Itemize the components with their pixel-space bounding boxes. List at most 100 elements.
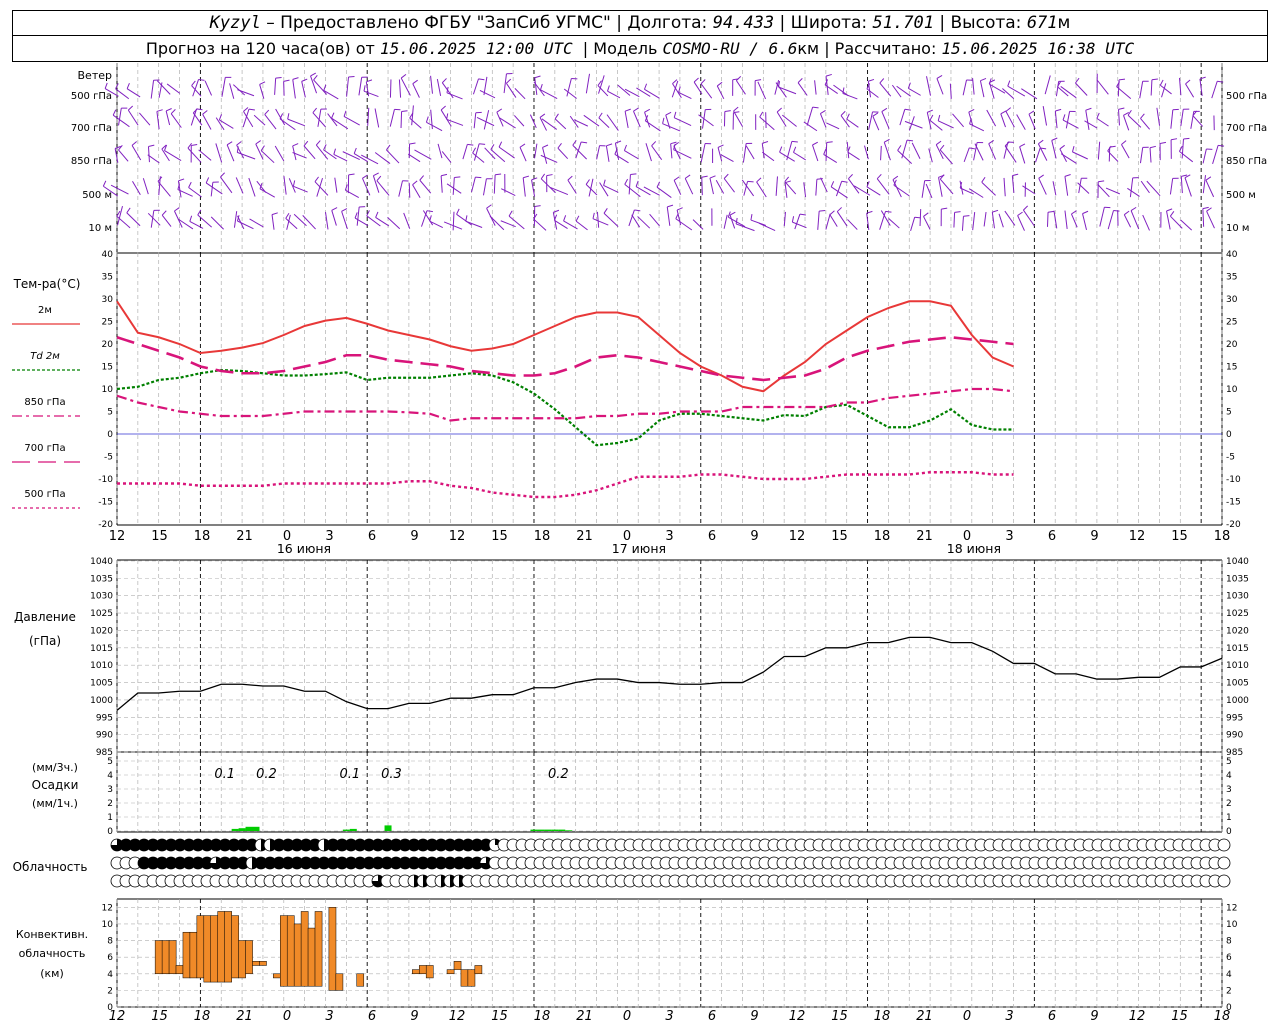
model-label: Модель [593,39,658,58]
wind-barb [400,77,411,96]
wind-barb-feather [164,144,168,151]
wind-barb-feather [1028,110,1035,115]
wind-barb [333,153,348,162]
wind-barb-feather [343,110,347,117]
press-y-tick-right: 1005 [1226,679,1249,689]
precip-bar [551,829,559,831]
alt-label: Высота: [950,13,1022,33]
wind-barb [358,77,363,96]
wind-barb [237,220,254,230]
wind-barb [1127,187,1140,197]
wind-barb [1044,75,1051,95]
wind-barb-feather [866,181,870,188]
precip-title: Осадки [32,778,79,792]
cloud-title: Облачность [13,860,88,874]
wind-barb-feather [539,83,543,90]
wind-barb-feather [643,83,648,90]
temp-y-tick: 5 [107,408,113,418]
wind-barb-feather [205,177,210,184]
date-label: 16 июня [277,541,331,556]
wind-barb-feather [283,79,290,82]
wind-barb [312,112,326,128]
conv-x-tick: 12 [449,1009,466,1024]
wind-barb [929,119,943,131]
wind-barb [700,83,713,99]
wind-barb [825,142,828,161]
wind-barb [583,114,600,127]
wind-barb [775,82,787,98]
wind-barb [1142,214,1150,231]
wind-barb [221,77,226,97]
wind-barb-feather [156,109,163,112]
temp-y-tick: 0 [107,430,113,440]
conv-x-tick: 21 [576,1009,593,1024]
wind-barb [819,113,827,128]
wind-barb [440,109,452,127]
wind-barb [981,181,996,196]
wind-barb [1053,210,1058,229]
wind-barb [285,217,298,230]
temp-series-line [116,335,1014,382]
wind-barb [387,217,401,230]
wind-barb [614,153,629,164]
wind-barb [692,219,704,230]
wind-barb [131,145,142,161]
wind-barb [723,178,735,193]
wind-barb [292,152,307,159]
alt-unit: м [1057,13,1071,33]
temp-y-tick: 20 [102,340,114,350]
wind-barb [514,88,526,100]
conv-y-tick-right: 8 [1226,937,1232,947]
wind-barb [1105,187,1120,195]
wind-barb [684,178,694,195]
wind-barb-feather [1059,144,1065,150]
conv-x-tick: 18 [1214,1009,1231,1024]
wind-barb-feather [897,145,902,151]
wind-barb-feather [992,209,999,213]
wind-barb [177,180,182,198]
wind-barb-feather [941,207,948,210]
wind-barb [836,211,848,227]
wind-barb [219,119,234,129]
wind-barb [588,178,594,197]
conv-x-tick: 9 [410,1009,418,1024]
wind-barb [235,177,244,194]
wind-barb [191,85,202,97]
wind-barb-feather [842,87,845,94]
press-y-tick-right: 1030 [1226,592,1249,602]
wind-barb-feather [1040,147,1047,150]
wind-barb [255,143,264,160]
wind-barb [317,108,322,127]
wind-barb [1052,181,1057,196]
wind-barb [673,180,682,195]
conv-x-tick: 12 [109,1009,126,1024]
wind-barb [1022,185,1036,195]
wind-barb [403,212,411,229]
wind-barb [867,81,872,98]
wind-barb-feather [1051,137,1058,141]
temp-x-tick: 6 [1048,529,1056,544]
wind-barb-feather [762,141,769,144]
wind-barb-feather [174,207,180,212]
wind-barb-feather [259,81,266,85]
wind-barb [150,80,155,99]
wind-barb [899,109,906,126]
conv-y-tick: 12 [102,903,113,913]
wind-barb [522,177,526,197]
wind-barb [774,79,780,95]
wind-barb [761,143,765,159]
wind-barb [846,141,850,159]
wind-barb [566,78,572,97]
wind-barb [717,147,723,162]
wind-barb [1212,145,1219,165]
wind-barb [733,110,743,127]
wind-barb-feather [644,115,649,122]
wind-barb-feather [409,112,414,119]
wind-barb [500,188,516,196]
wind-barb [513,115,525,127]
wind-barb [1190,111,1195,129]
wind-barb [817,211,820,230]
wind-barb [974,143,984,161]
wind-barb [673,149,692,159]
wind-barb-feather [1075,77,1080,84]
